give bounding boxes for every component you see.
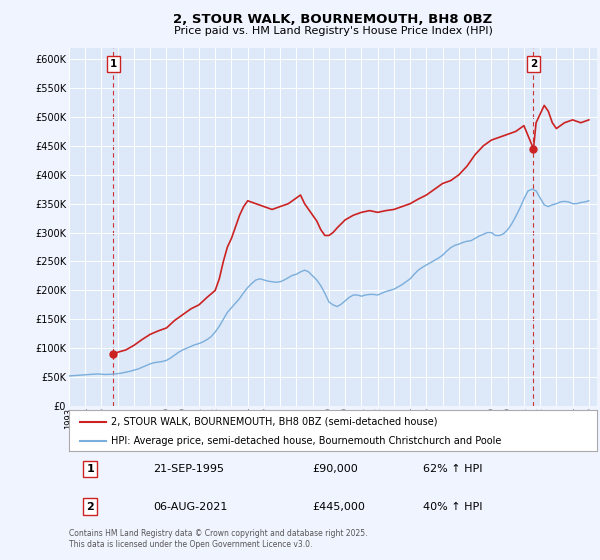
Text: 2, STOUR WALK, BOURNEMOUTH, BH8 0BZ: 2, STOUR WALK, BOURNEMOUTH, BH8 0BZ [173,13,493,26]
Text: Contains HM Land Registry data © Crown copyright and database right 2025.
This d: Contains HM Land Registry data © Crown c… [69,529,367,549]
Text: 2, STOUR WALK, BOURNEMOUTH, BH8 0BZ (semi-detached house): 2, STOUR WALK, BOURNEMOUTH, BH8 0BZ (sem… [111,417,438,427]
Text: 40% ↑ HPI: 40% ↑ HPI [423,502,482,512]
Text: 2: 2 [86,502,94,512]
Text: £445,000: £445,000 [312,502,365,512]
Text: 2: 2 [530,59,537,69]
Text: £90,000: £90,000 [312,464,358,474]
Text: 1: 1 [86,464,94,474]
Text: Price paid vs. HM Land Registry's House Price Index (HPI): Price paid vs. HM Land Registry's House … [173,26,493,36]
Text: 21-SEP-1995: 21-SEP-1995 [154,464,224,474]
Text: 06-AUG-2021: 06-AUG-2021 [154,502,228,512]
Text: 62% ↑ HPI: 62% ↑ HPI [423,464,482,474]
Text: 1: 1 [110,59,117,69]
Text: HPI: Average price, semi-detached house, Bournemouth Christchurch and Poole: HPI: Average price, semi-detached house,… [111,436,502,446]
